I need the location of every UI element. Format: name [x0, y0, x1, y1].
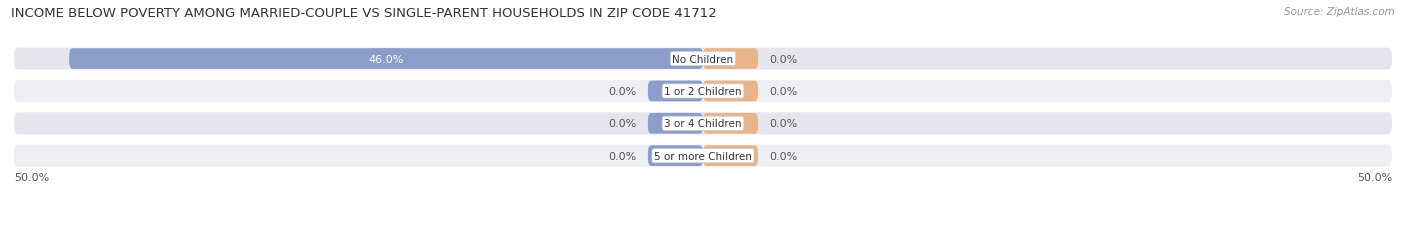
Text: INCOME BELOW POVERTY AMONG MARRIED-COUPLE VS SINGLE-PARENT HOUSEHOLDS IN ZIP COD: INCOME BELOW POVERTY AMONG MARRIED-COUPL…	[11, 7, 717, 20]
FancyBboxPatch shape	[703, 113, 758, 134]
Text: 46.0%: 46.0%	[368, 54, 404, 64]
FancyBboxPatch shape	[703, 146, 758, 166]
Text: 0.0%: 0.0%	[609, 151, 637, 161]
Text: 0.0%: 0.0%	[609, 87, 637, 97]
FancyBboxPatch shape	[648, 146, 703, 166]
FancyBboxPatch shape	[14, 113, 1392, 135]
Text: 0.0%: 0.0%	[769, 119, 797, 129]
FancyBboxPatch shape	[14, 48, 1392, 70]
FancyBboxPatch shape	[648, 81, 703, 102]
Text: 0.0%: 0.0%	[769, 151, 797, 161]
FancyBboxPatch shape	[14, 145, 1392, 167]
Text: No Children: No Children	[672, 54, 734, 64]
FancyBboxPatch shape	[703, 81, 758, 102]
Text: 50.0%: 50.0%	[1357, 172, 1392, 182]
Text: 5 or more Children: 5 or more Children	[654, 151, 752, 161]
Text: 50.0%: 50.0%	[14, 172, 49, 182]
FancyBboxPatch shape	[14, 81, 1392, 103]
Text: 3 or 4 Children: 3 or 4 Children	[664, 119, 742, 129]
Text: Source: ZipAtlas.com: Source: ZipAtlas.com	[1284, 7, 1395, 17]
Text: 0.0%: 0.0%	[769, 87, 797, 97]
FancyBboxPatch shape	[648, 113, 703, 134]
Text: 1 or 2 Children: 1 or 2 Children	[664, 87, 742, 97]
Text: 0.0%: 0.0%	[609, 119, 637, 129]
FancyBboxPatch shape	[69, 49, 703, 70]
FancyBboxPatch shape	[703, 49, 758, 70]
Text: 0.0%: 0.0%	[769, 54, 797, 64]
